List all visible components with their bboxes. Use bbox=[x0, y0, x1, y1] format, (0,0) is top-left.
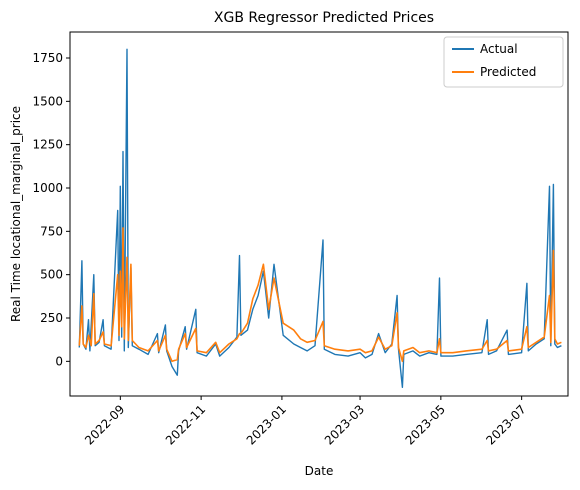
y-tick-label: 250 bbox=[40, 311, 63, 325]
y-tick-label: 1000 bbox=[32, 181, 63, 195]
plot-frame bbox=[69, 31, 569, 397]
x-tick-label: 2023-05 bbox=[403, 402, 448, 447]
x-tick-label: 2023-03 bbox=[322, 402, 367, 447]
y-tick-label: 0 bbox=[55, 354, 63, 368]
x-axis: 2022-09 2022-11 2023-01 2023-03 2023-05 2023-… bbox=[82, 396, 529, 448]
x-tick-label: 2023-01 bbox=[244, 402, 289, 447]
y-axis-label: Real Time locational_marginal_price bbox=[9, 106, 23, 322]
chart-title: XGB Regressor Predicted Prices bbox=[214, 10, 434, 26]
plot-series bbox=[78, 48, 562, 388]
y-tick-label: 1250 bbox=[32, 138, 63, 152]
x-axis-label: Date bbox=[305, 464, 334, 478]
x-tick-label: 2022-11 bbox=[163, 402, 208, 447]
legend: Actual Predicted bbox=[443, 36, 564, 88]
series-line-predicted bbox=[78, 227, 562, 363]
y-tick-label: 1500 bbox=[32, 94, 63, 108]
legend-label-predicted: Predicted bbox=[480, 65, 536, 79]
y-tick-label: 750 bbox=[40, 224, 63, 238]
x-tick-label: 2023-07 bbox=[483, 402, 528, 447]
legend-label-actual: Actual bbox=[480, 42, 518, 56]
y-tick-label: 1750 bbox=[32, 51, 63, 65]
x-tick-label: 2022-09 bbox=[82, 402, 127, 447]
y-tick-label: 500 bbox=[40, 268, 63, 282]
y-axis: 0 250 500 750 1000 1250 1500 1750 bbox=[32, 51, 70, 368]
series-line-actual bbox=[78, 48, 562, 388]
